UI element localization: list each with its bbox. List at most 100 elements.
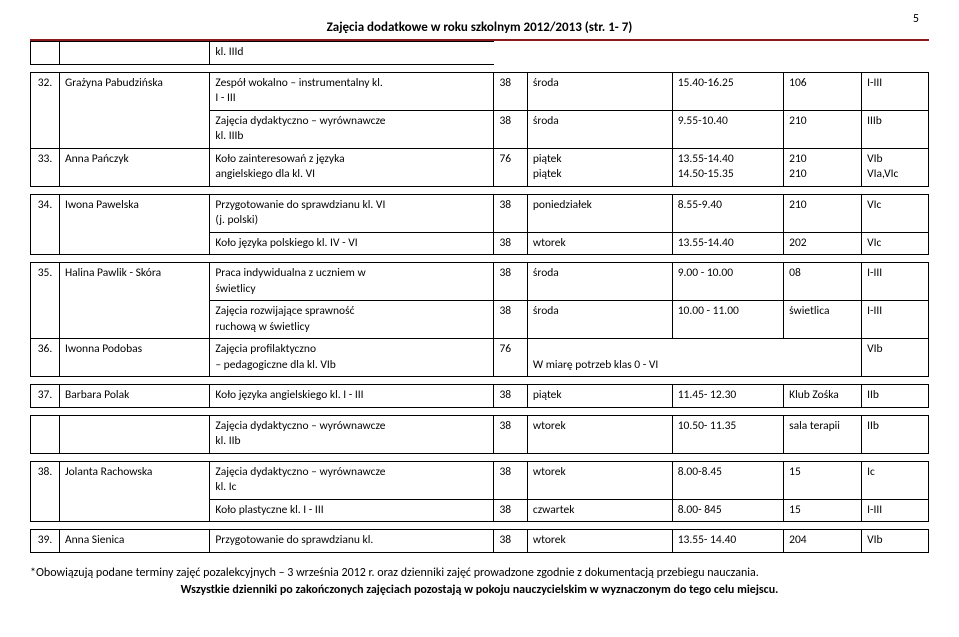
table-cell: VIc <box>862 194 929 232</box>
table-cell: 38 <box>494 385 527 408</box>
table-cell: 210 <box>784 110 862 148</box>
table-row: 37.Barbara PolakKoło języka angielskiego… <box>31 385 929 408</box>
table-cell: 8.55-9.40 <box>672 194 783 232</box>
table-cell: sala terapii <box>784 415 862 453</box>
table-cell <box>31 415 60 453</box>
table-spacer <box>31 64 929 72</box>
table-cell: 38 <box>494 232 527 255</box>
table-cell: wtorek <box>527 461 672 499</box>
table-cell: Jolanta Rachowska <box>59 461 209 522</box>
table-cell: Anna Pańczyk <box>59 148 209 186</box>
table-cell: wtorek <box>527 530 672 553</box>
table-cell: 38. <box>31 461 60 522</box>
table-cell: poniedziałek <box>527 194 672 232</box>
table-cell: 10.00 - 11.00 <box>672 301 783 339</box>
table-cell: środa <box>527 110 672 148</box>
table-cell: Zajęcia dydaktyczno – wyrównawczekl. Ic <box>210 461 494 499</box>
table-cell: środa <box>527 72 672 110</box>
table-cell: Koło zainteresowań z językaangielskiego … <box>210 148 494 186</box>
table-cell <box>31 42 60 65</box>
footer-note-1: *Obowiązują podane terminy zajęć pozalek… <box>30 565 929 582</box>
table-cell: Zajęcia profilaktyczno– pedagogiczne dla… <box>210 339 494 377</box>
table-cell: Zajęcia dydaktyczno – wyrównawczekl. IIb <box>210 415 494 453</box>
page-footer: *Obowiązują podane terminy zajęć pozalek… <box>30 565 929 599</box>
table-row: Zajęcia dydaktyczno – wyrównawczekl. IIb… <box>31 415 929 453</box>
table-cell: 8.00- 845 <box>672 499 783 522</box>
table-spacer <box>31 377 929 385</box>
table-cell: VIc <box>862 232 929 255</box>
table-cell: Ic <box>862 461 929 499</box>
table-cell: 38 <box>494 301 527 339</box>
table-cell: VIbVIa,VIc <box>862 148 929 186</box>
table-cell: Zespół wokalno – instrumentalny kl.I - I… <box>210 72 494 110</box>
table-cell <box>59 42 209 65</box>
table-cell: czwartek <box>527 499 672 522</box>
table-cell: 13.55-14.4014.50-15.35 <box>672 148 783 186</box>
table-cell: 13.55-14.40 <box>672 232 783 255</box>
table-cell: I-III <box>862 499 929 522</box>
schedule-table: kl. IIId 32.Grażyna PabudzińskaZespół wok… <box>30 41 929 553</box>
table-row: 36.Iwonna PodobasZajęcia profilaktyczno–… <box>31 339 929 377</box>
table-cell: W miarę potrzeb klas 0 - VI <box>527 339 861 377</box>
table-cell: Przygotowanie do sprawdzianu kl. VI(j. p… <box>210 194 494 232</box>
table-cell <box>59 415 209 453</box>
table-row: 32.Grażyna PabudzińskaZespół wokalno – i… <box>31 72 929 110</box>
table-cell: 13.55- 14.40 <box>672 530 783 553</box>
table-cell: świetlica <box>784 301 862 339</box>
table-cell: Koło języka angielskiego kl. I - III <box>210 385 494 408</box>
table-cell: 37. <box>31 385 60 408</box>
table-row: 33.Anna PańczykKoło zainteresowań z języ… <box>31 148 929 186</box>
table-spacer <box>31 407 929 415</box>
table-row: 38.Jolanta RachowskaZajęcia dydaktyczno … <box>31 461 929 499</box>
table-cell: 15.40-16.25 <box>672 72 783 110</box>
table-spacer <box>31 186 929 194</box>
table-spacer <box>31 255 929 263</box>
table-cell: Praca indywidualna z uczniem wświetlicy <box>210 263 494 301</box>
table-cell: IIb <box>862 385 929 408</box>
table-cell: wtorek <box>527 415 672 453</box>
footer-note-2: Wszystkie dzienniki po zakończonych zaję… <box>30 582 929 599</box>
table-cell: 38 <box>494 194 527 232</box>
table-cell: 10.50- 11.35 <box>672 415 783 453</box>
table-cell: wtorek <box>527 232 672 255</box>
table-cell: 15 <box>784 461 862 499</box>
table-cell: 38 <box>494 415 527 453</box>
table-cell: Zajęcia dydaktyczno – wyrównawczekl. III… <box>210 110 494 148</box>
table-cell: I-III <box>862 263 929 301</box>
table-cell: 8.00-8.45 <box>672 461 783 499</box>
table-cell: 35. <box>31 263 60 339</box>
table-cell: I-III <box>862 301 929 339</box>
page-number: 5 <box>913 12 919 26</box>
table-cell: 202 <box>784 232 862 255</box>
table-cell: Iwona Pawelska <box>59 194 209 255</box>
table-row: 34.Iwona PawelskaPrzygotowanie do sprawd… <box>31 194 929 232</box>
table-cell: 11.45- 12.30 <box>672 385 783 408</box>
table-row: kl. IIId <box>31 42 929 65</box>
table-cell: 9.55-10.40 <box>672 110 783 148</box>
table-cell: 39. <box>31 530 60 553</box>
table-cell: Grażyna Pabudzińska <box>59 72 209 148</box>
table-cell: Koło plastyczne kl. I - III <box>210 499 494 522</box>
table-cell: 38 <box>494 110 527 148</box>
table-cell: 15 <box>784 499 862 522</box>
table-cell: 210 <box>784 194 862 232</box>
table-cell: 204 <box>784 530 862 553</box>
table-cell: piątek <box>527 385 672 408</box>
table-cell: Anna Sienica <box>59 530 209 553</box>
table-cell: 32. <box>31 72 60 148</box>
table-cell: Iwonna Podobas <box>59 339 209 377</box>
table-row: 35.Halina Pawlik - SkóraPraca indywidual… <box>31 263 929 301</box>
table-cell: Barbara Polak <box>59 385 209 408</box>
table-cell: 9.00 - 10.00 <box>672 263 783 301</box>
table-cell: 33. <box>31 148 60 186</box>
table-cell: 106 <box>784 72 862 110</box>
table-cell: 76 <box>494 148 527 186</box>
table-row: 39.Anna SienicaPrzygotowanie do sprawdzi… <box>31 530 929 553</box>
table-spacer <box>31 522 929 530</box>
table-cell: środa <box>527 263 672 301</box>
page-title: Zajęcia dodatkowe w roku szkolnym 2012/2… <box>30 20 929 35</box>
table-cell: VIb <box>862 530 929 553</box>
table-cell: VIb <box>862 339 929 377</box>
table-cell: kl. IIId <box>210 42 494 65</box>
table-cell: I-III <box>862 72 929 110</box>
